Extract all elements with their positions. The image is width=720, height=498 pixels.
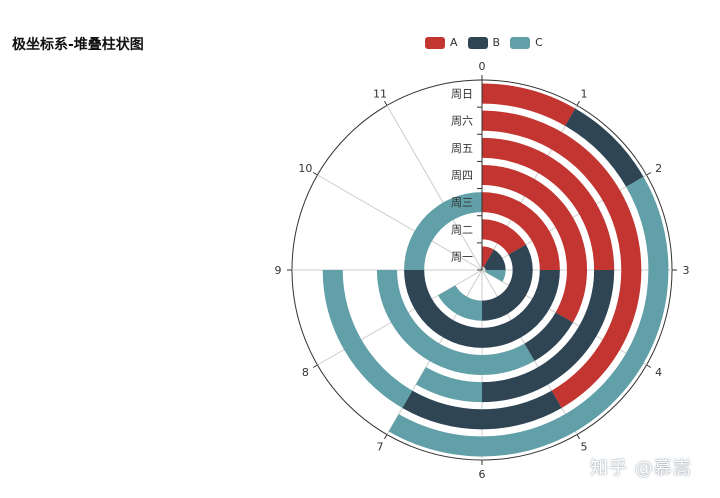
bar-a-5 [482, 110, 642, 408]
angle-tick-label-4: 4 [655, 366, 662, 379]
legend-swatch-b [467, 36, 488, 49]
bar-c-6 [388, 176, 669, 457]
angle-split-line-10 [317, 174, 483, 271]
angle-tick-label-1: 1 [581, 87, 588, 100]
angle-tick-10 [312, 172, 318, 176]
radius-label-1: 周二 [451, 223, 473, 236]
bar-c-5 [322, 270, 413, 408]
bar-a-4 [482, 137, 615, 270]
angle-tick-label-9: 9 [275, 264, 282, 277]
angle-tick-7 [384, 434, 388, 440]
bar-c-2 [404, 192, 482, 270]
angle-tick-1 [576, 100, 580, 106]
radius-label-6: 周日 [451, 88, 473, 101]
angle-tick-label-6: 6 [479, 468, 486, 481]
bar-b-5 [402, 390, 562, 430]
angle-tick-label-0: 0 [479, 60, 486, 73]
legend-label-b: B [492, 36, 501, 49]
angle-split-line-11 [386, 105, 483, 271]
legend-item-a[interactable]: A [425, 36, 458, 49]
angle-tick-4 [646, 364, 652, 368]
legend-label-a: A [450, 36, 458, 49]
radius-label-0: 周一 [451, 250, 473, 263]
radius-label-5: 周六 [451, 115, 473, 128]
angle-tick-label-2: 2 [655, 162, 662, 175]
legend-label-c: C [535, 36, 543, 49]
angle-tick-label-5: 5 [581, 441, 588, 454]
angle-tick-label-11: 11 [373, 87, 387, 100]
watermark: 知乎 @慕嵩 [590, 458, 692, 479]
bar-b-4 [482, 270, 615, 403]
legend-swatch-c [510, 36, 531, 49]
angle-tick-label-3: 3 [683, 264, 690, 277]
radius-label-3: 周四 [451, 169, 473, 182]
bar-c-3 [376, 270, 535, 376]
bar-a-6 [482, 83, 576, 126]
radius-label-4: 周五 [451, 142, 473, 155]
bar-b-0 [483, 249, 506, 270]
legend-swatch-a [425, 36, 445, 49]
bar-b-1 [482, 244, 533, 321]
bar-a-3 [482, 164, 588, 323]
angle-tick-label-10: 10 [298, 162, 312, 175]
chart-title: 极坐标系-堆叠柱状图 [12, 37, 144, 53]
bar-b-3 [524, 312, 573, 361]
bar-b-6 [565, 108, 644, 187]
angle-tick-11 [384, 100, 388, 106]
legend: A B C [425, 36, 543, 49]
bar-b-2 [404, 270, 560, 348]
legend-item-c[interactable]: C [510, 36, 543, 49]
bar-c-4 [415, 367, 482, 403]
angle-tick-5 [576, 434, 580, 440]
radius-label-2: 周三 [451, 196, 473, 209]
angle-tick-label-7: 7 [377, 441, 384, 454]
angle-tick-2 [646, 172, 652, 176]
bar-a-2 [482, 192, 560, 270]
bar-a-1 [482, 219, 526, 255]
legend-item-b[interactable]: B [467, 36, 501, 49]
bar-c-0 [485, 270, 506, 282]
angle-tick-8 [312, 364, 318, 368]
bar-c-1 [438, 285, 482, 321]
bar-a-0 [482, 246, 494, 267]
angle-tick-label-8: 8 [302, 366, 309, 379]
